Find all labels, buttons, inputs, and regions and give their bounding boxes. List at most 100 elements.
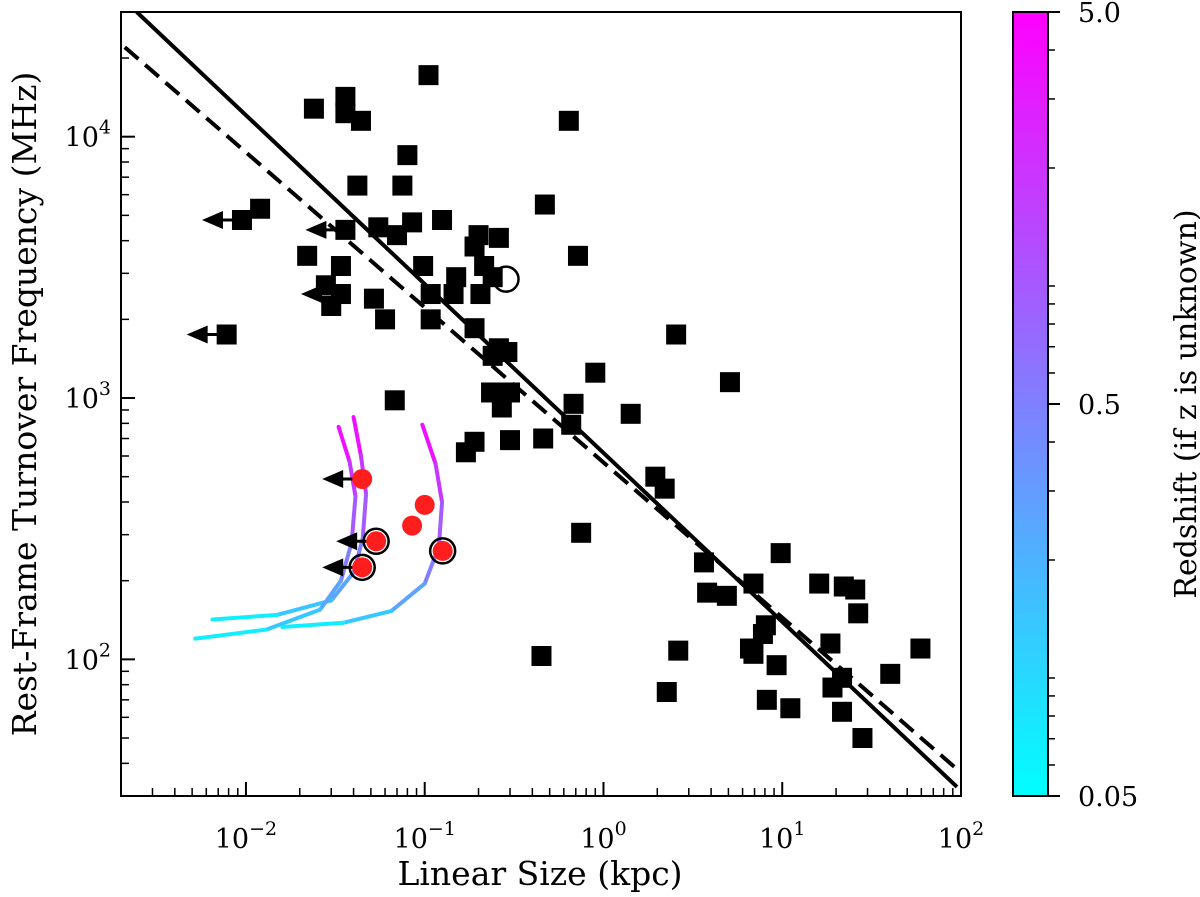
square-marker: [491, 397, 512, 418]
square-marker: [375, 309, 396, 330]
open-circle-ring: [348, 553, 376, 582]
red-circle-marker: [352, 468, 373, 489]
square-marker: [488, 227, 509, 248]
colorbar-minor-ticks: [1048, 49, 1055, 766]
redshift-track-segment: [264, 607, 323, 632]
dashed-fit-line: [123, 45, 959, 771]
square-marker: [347, 175, 368, 196]
square-marker: [392, 175, 413, 196]
redshift-track-segment: [420, 422, 438, 466]
square-marker: [716, 585, 737, 606]
y-axis-label: Rest-Frame Turnover Frequency (MHz): [5, 72, 44, 737]
square-marker: [910, 638, 931, 659]
square-marker: [363, 288, 384, 309]
square-marker: [563, 393, 584, 414]
square-marker: [558, 110, 579, 131]
square-marker: [531, 645, 552, 666]
square-marker: [845, 579, 866, 600]
fit-lines: [123, 12, 959, 789]
square-marker: [397, 145, 418, 166]
square-marker: [402, 212, 423, 233]
red-circle-marker: [366, 531, 387, 552]
x-tick-label: 10−2: [215, 818, 277, 855]
open-circle-markers: [348, 265, 520, 582]
redshift-track-segment: [360, 491, 369, 541]
open-circle-ring: [428, 537, 457, 565]
plot-frame: [120, 11, 962, 797]
square-marker: [470, 284, 491, 305]
square-marker: [500, 430, 521, 451]
square-marker: [335, 103, 356, 124]
square-marker: [561, 414, 582, 435]
square-marker: [500, 382, 521, 403]
square-marker: [446, 267, 467, 288]
square-marker: [534, 194, 555, 215]
y-axis-ticks: 102 103 104: [65, 57, 135, 765]
redshift-track-segment: [329, 570, 356, 603]
square-marker: [297, 245, 318, 266]
open-circle-ring: [362, 527, 390, 556]
square-marker: [482, 345, 503, 366]
square-marker: [756, 689, 777, 710]
square-marker: [656, 682, 677, 703]
redshift-tracks: [193, 415, 445, 641]
x-tick-label: 100: [580, 818, 626, 855]
colorbar: [1012, 11, 1049, 797]
square-marker: [330, 256, 351, 277]
unknown-redshift-points: [352, 468, 453, 578]
y-tick-label: 104: [65, 117, 111, 154]
square-marker: [335, 86, 356, 107]
x-tick-label: 10−1: [394, 818, 456, 855]
redshift-track-segment: [210, 612, 280, 622]
square-marker: [420, 309, 441, 330]
square-marker: [455, 442, 476, 463]
colorbar-max-label: 5.0: [1078, 0, 1121, 29]
solid-fit-line: [135, 12, 959, 789]
red-circle-marker: [352, 557, 373, 578]
upper-limit-arrow-head: [322, 558, 344, 577]
colorbar-min-label: 0.05: [1078, 782, 1138, 813]
red-circle-marker: [432, 540, 453, 561]
known-redshift-points: [216, 65, 931, 749]
square-marker: [766, 655, 787, 676]
square-marker: [654, 478, 675, 499]
square-marker: [418, 65, 439, 86]
square-marker: [668, 640, 689, 661]
square-marker: [368, 217, 389, 238]
square-marker: [848, 603, 869, 624]
square-marker: [743, 643, 764, 664]
redshift-track-segment: [336, 424, 352, 464]
square-marker: [432, 209, 453, 230]
redshift-track-segment: [318, 578, 343, 612]
square-marker: [413, 256, 434, 277]
square-marker: [820, 633, 841, 654]
red-circle-marker: [402, 515, 423, 536]
upper-limit-arrow-head: [305, 220, 327, 239]
open-circle-ring: [492, 265, 520, 293]
square-marker: [533, 428, 554, 449]
square-marker: [809, 573, 830, 594]
colorbar-mid-label: 0.5: [1078, 390, 1121, 421]
square-marker: [303, 98, 324, 119]
y-tick-label: 102: [65, 639, 111, 676]
square-marker: [250, 198, 271, 219]
redshift-track-segment: [433, 461, 445, 505]
colorbar-label: Redshift (if z is unknown): [1169, 209, 1200, 598]
square-marker: [693, 552, 714, 573]
square-marker: [321, 295, 342, 316]
square-marker: [350, 110, 371, 131]
square-marker: [880, 663, 901, 684]
red-circle-marker: [414, 494, 435, 515]
square-marker: [420, 284, 441, 305]
square-marker: [852, 728, 873, 749]
square-marker: [832, 701, 853, 722]
square-marker: [216, 324, 237, 345]
square-marker: [387, 225, 408, 246]
square-marker: [780, 698, 801, 719]
x-axis-label: Linear Size (kpc): [397, 854, 682, 893]
upper-limit-arrow-head: [201, 210, 223, 229]
square-marker: [567, 245, 588, 266]
square-marker: [315, 275, 336, 296]
upper-limit-arrow-head: [322, 469, 344, 488]
